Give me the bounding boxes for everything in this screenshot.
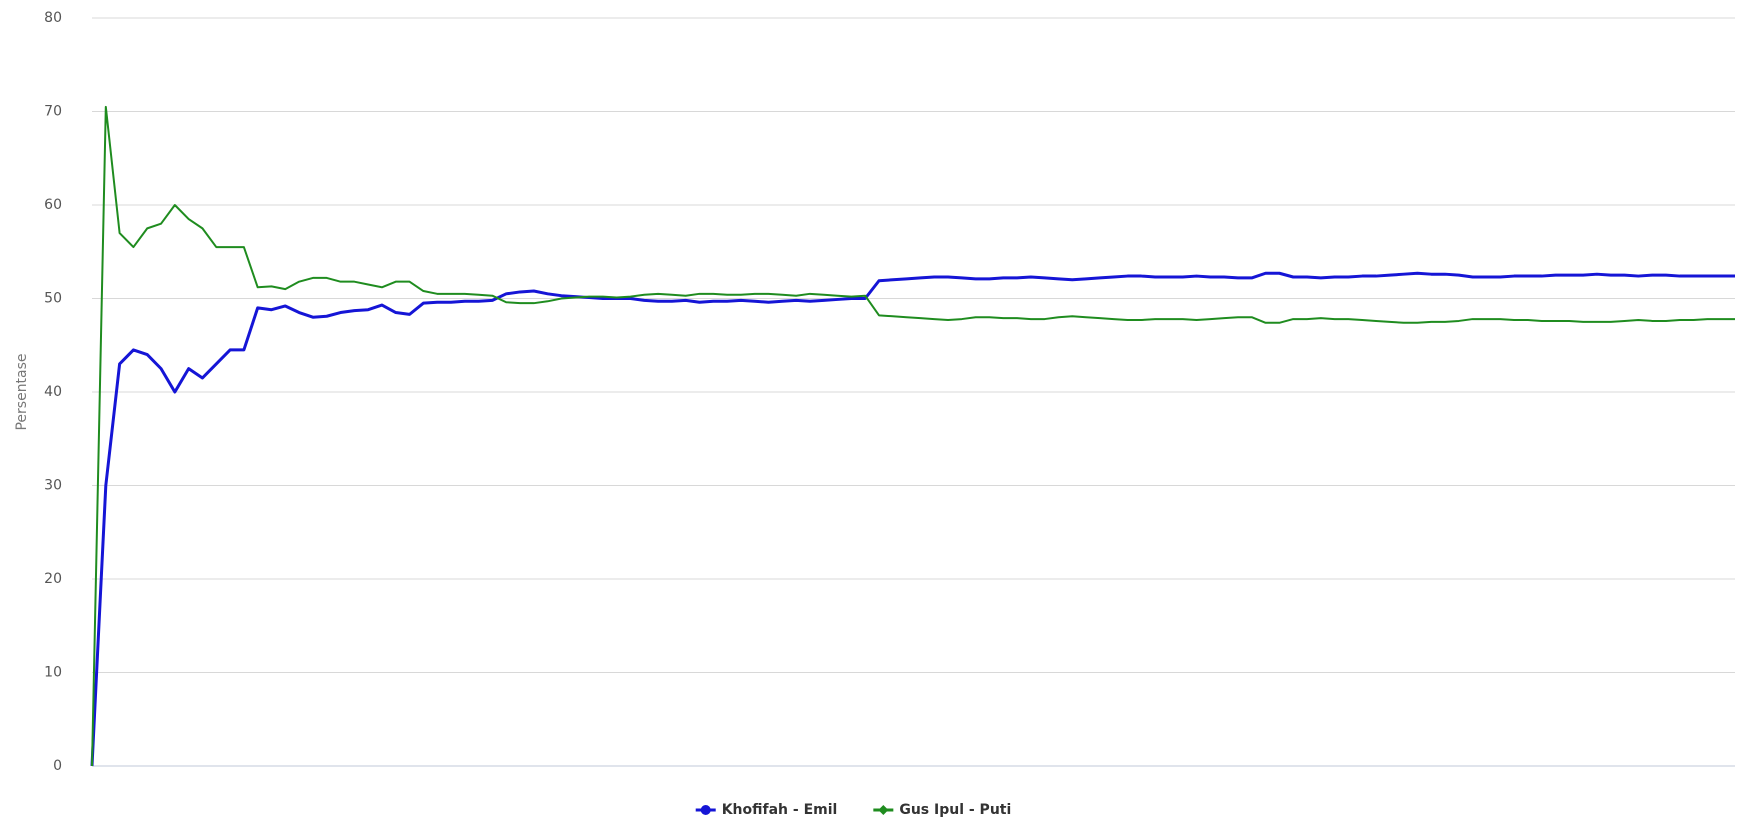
y-tick-label: 30 <box>44 478 62 494</box>
y-tick-label: 0 <box>53 758 62 774</box>
y-tick-label: 80 <box>44 10 62 26</box>
legend-label: Gus Ipul - Puti <box>899 802 1011 818</box>
legend-item: Khofifah - Emil <box>695 802 838 818</box>
y-tick-label: 10 <box>44 665 62 681</box>
line-series <box>90 271 1735 767</box>
legend-label: Khofifah - Emil <box>722 802 838 818</box>
legend-marker <box>700 805 711 815</box>
legend: Khofifah - Emil Gus Ipul - Puti <box>695 802 1011 818</box>
y-axis-label: Persentase <box>14 353 30 430</box>
y-tick-label: 70 <box>44 104 62 120</box>
y-tick-label: 60 <box>44 197 62 213</box>
y-tick-label: 40 <box>44 384 62 400</box>
legend-item: Gus Ipul - Puti <box>873 802 1011 818</box>
y-tick-label: 50 <box>44 291 62 307</box>
line-series <box>91 105 1735 767</box>
legend-marker <box>878 805 889 815</box>
y-tick-label: 20 <box>44 571 62 587</box>
